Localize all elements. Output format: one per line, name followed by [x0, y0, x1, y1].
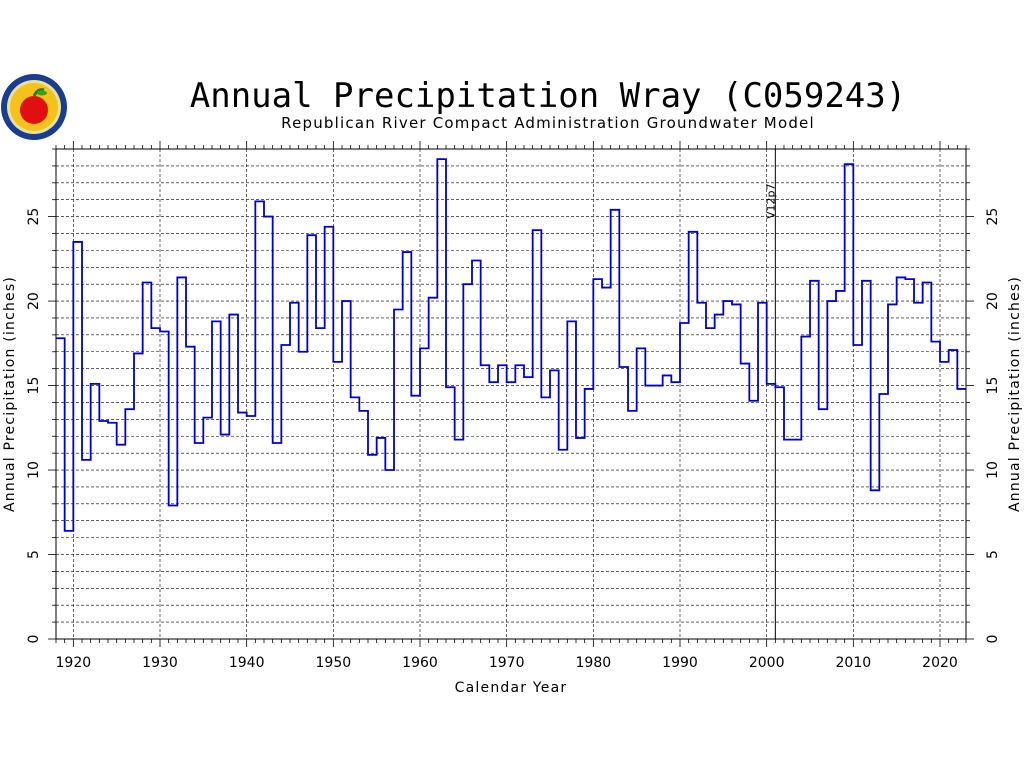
grid-lines [56, 149, 966, 639]
plot-frame [55, 148, 967, 640]
x-tick-label: 1990 [662, 655, 698, 671]
chart-title: Annual Precipitation Wray (C059243) [190, 76, 906, 116]
x-tick-label: 1950 [316, 655, 352, 671]
y-axis-label-right: Annual Precipitation (inches) [1007, 276, 1023, 512]
y-tick-label-left: 0 [26, 635, 42, 644]
y-tick-label-left: 10 [26, 461, 42, 479]
state-seal-apple-logo [1, 74, 67, 140]
y-tick-label-right: 20 [985, 292, 1001, 310]
y-tick-label-left: 25 [26, 208, 42, 226]
plot-border [55, 148, 967, 640]
y-tick-label-left: 20 [26, 292, 42, 310]
y-tick-label-right: 10 [985, 461, 1001, 479]
y-tick-label-right: 25 [985, 208, 1001, 226]
x-tick-label: 2000 [749, 655, 785, 671]
series-layer [56, 158, 966, 532]
y-tick-label-right: 0 [985, 635, 1001, 644]
x-axis-label: Calendar Year [455, 680, 568, 696]
chart-subtitle: Republican River Compact Administration … [281, 114, 815, 132]
x-axis: 1920 1930 1940 1950 1960 1970 1980 1990 2000 2010… [56, 141, 967, 671]
x-tick-label: 1960 [402, 655, 438, 671]
x-tick-label: 2010 [836, 655, 872, 671]
x-tick-label: 1940 [229, 655, 265, 671]
x-tick-label: 1920 [56, 655, 92, 671]
y-axis-label-left: Annual Precipitation (inches) [2, 276, 18, 512]
y-tick-label-left: 5 [26, 550, 42, 559]
x-tick-label: 1980 [576, 655, 612, 671]
y-axis: 0 0 5 5 10 10 15 15 20 20 25 25 [26, 148, 1001, 644]
annotation-label: V12p7 [764, 183, 777, 219]
annotation: V12p7 [764, 149, 777, 639]
x-tick-label: 1930 [142, 655, 178, 671]
y-tick-label-right: 5 [985, 550, 1001, 559]
y-tick-label-right: 15 [985, 377, 1001, 395]
x-tick-label: 2020 [922, 655, 958, 671]
y-tick-label-left: 15 [26, 377, 42, 395]
precipitation-step-line [56, 158, 966, 532]
x-tick-label: 1970 [489, 655, 525, 671]
